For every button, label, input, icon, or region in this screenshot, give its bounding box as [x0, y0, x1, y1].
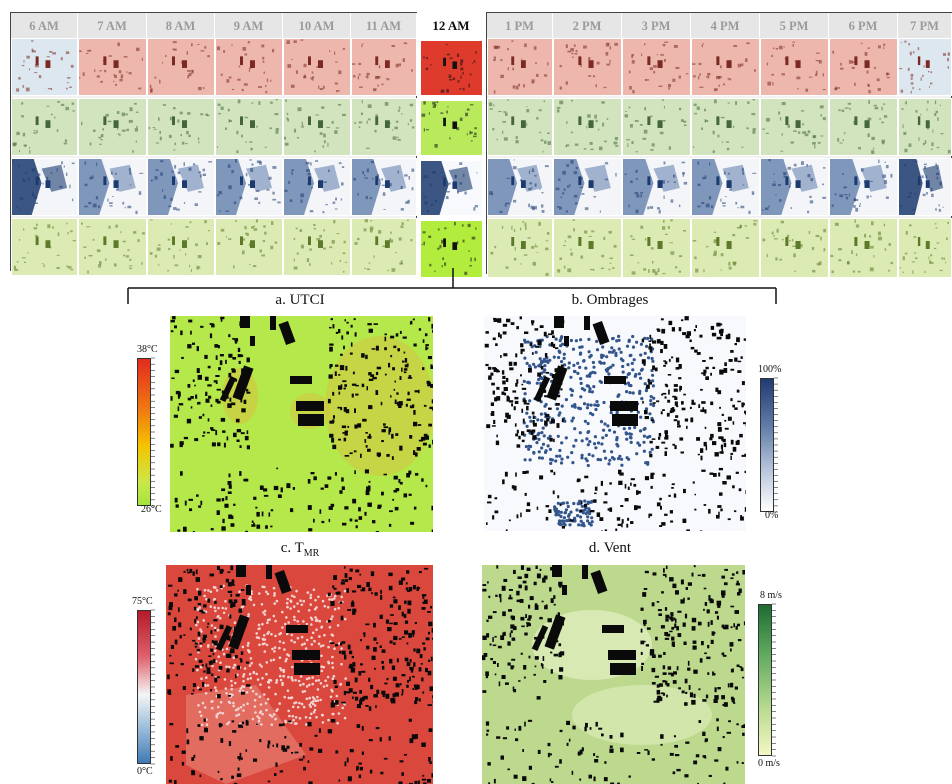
ombrages-thumb: [622, 158, 691, 216]
tmr-colorbar: [137, 610, 151, 764]
tmr-thumb: [760, 98, 829, 156]
tmr-legend-min: 0°C: [137, 766, 153, 777]
tmr-thumb: [283, 98, 351, 156]
ombrages-colorbar: [760, 378, 774, 512]
panel-title-vent: d. Vent: [588, 540, 632, 556]
vent-thumb: [691, 218, 760, 278]
active-thumb: [420, 100, 483, 156]
utci-thumb: [760, 38, 829, 96]
ombrages-thumb: [898, 158, 952, 216]
tmr-title-main: c. T: [280, 540, 304, 556]
ombrages-thumb: [78, 158, 147, 216]
utci-thumb: [487, 38, 553, 96]
vent-thumb: [215, 218, 283, 276]
utci-thumb: [78, 38, 147, 96]
tmr-map: [166, 565, 433, 784]
utci-thumb: [898, 38, 952, 96]
hour-header: 4 PM: [691, 13, 760, 39]
tmr-thumb: [622, 98, 691, 156]
bracket-connector: [127, 268, 777, 304]
vent-thumb: [351, 218, 417, 276]
hour-header-active: 12 AM: [420, 14, 483, 38]
hour-header: 7 AM: [78, 13, 147, 39]
vent-colorbar: [758, 604, 772, 756]
utci-thumb: [622, 38, 691, 96]
tmr-thumb: [147, 98, 215, 156]
ombrages-thumb: [215, 158, 283, 216]
vent-thumb: [487, 218, 553, 278]
utci-legend-min: 26°C: [141, 504, 162, 515]
vent-thumb: [283, 218, 351, 276]
hour-header: 5 PM: [760, 13, 829, 39]
utci-thumb: [691, 38, 760, 96]
tmr-legend-max: 75°C: [132, 596, 153, 607]
tmr-thumb: [351, 98, 417, 156]
ombrages-thumb: [553, 158, 622, 216]
vent-legend-min: 0 m/s: [758, 758, 780, 769]
vent-thumb: [829, 218, 898, 278]
vent-legend-max: 8 m/s: [760, 590, 782, 601]
tmr-thumb: [691, 98, 760, 156]
vent-thumb: [898, 218, 952, 278]
ombrages-map: [484, 316, 746, 531]
tmr-thumb: [215, 98, 283, 156]
hour-header: 3 PM: [622, 13, 691, 39]
panel-title-tmr: c. TMR: [230, 540, 370, 559]
active-thumb: [420, 160, 483, 216]
ombrages-thumb: [829, 158, 898, 216]
hour-header: 6 AM: [11, 13, 78, 39]
hour-header: 1 PM: [487, 13, 553, 39]
ombrages-thumb: [691, 158, 760, 216]
tmr-thumb: [829, 98, 898, 156]
ombrages-thumb: [283, 158, 351, 216]
tmr-thumb: [487, 98, 553, 156]
tmr-thumb: [78, 98, 147, 156]
utci-thumb: [215, 38, 283, 96]
ombrages-legend-min: 0%: [765, 510, 779, 521]
hour-header: 11 AM: [351, 13, 417, 39]
panel-title-utci: a. UTCI: [275, 292, 325, 308]
vent-thumb: [11, 218, 78, 276]
ombrages-thumb: [351, 158, 417, 216]
utci-thumb: [829, 38, 898, 96]
hour-header: 7 PM: [898, 13, 952, 39]
tmr-thumb: [553, 98, 622, 156]
tmr-thumb: [898, 98, 952, 156]
active-thumb: [420, 220, 483, 278]
utci-legend-max: 38°C: [137, 344, 158, 355]
hour-header: 10 AM: [283, 13, 351, 39]
ombrages-thumb: [487, 158, 553, 216]
vent-thumb: [147, 218, 215, 276]
utci-thumb: [147, 38, 215, 96]
ombrages-thumb: [11, 158, 78, 216]
tmr-thumb: [11, 98, 78, 156]
ombrages-legend-max: 100%: [758, 364, 782, 375]
hour-header: 6 PM: [829, 13, 898, 39]
vent-thumb: [760, 218, 829, 278]
utci-thumb: [283, 38, 351, 96]
hour-header: 8 AM: [147, 13, 215, 39]
vent-thumb: [78, 218, 147, 276]
utci-thumb: [11, 38, 78, 96]
vent-map: [482, 565, 745, 784]
tmr-title-sub: MR: [303, 548, 320, 559]
vent-thumb: [622, 218, 691, 278]
panel-title-ombrages: b. Ombrages: [571, 292, 649, 308]
active-thumb: [420, 40, 483, 96]
utci-thumb: [351, 38, 417, 96]
utci-map: [170, 316, 433, 532]
ombrages-thumb: [760, 158, 829, 216]
ombrages-thumb: [147, 158, 215, 216]
utci-colorbar: [137, 358, 151, 506]
vent-thumb: [553, 218, 622, 278]
utci-thumb: [553, 38, 622, 96]
hour-header: 2 PM: [553, 13, 622, 39]
hour-header: 9 AM: [215, 13, 283, 39]
